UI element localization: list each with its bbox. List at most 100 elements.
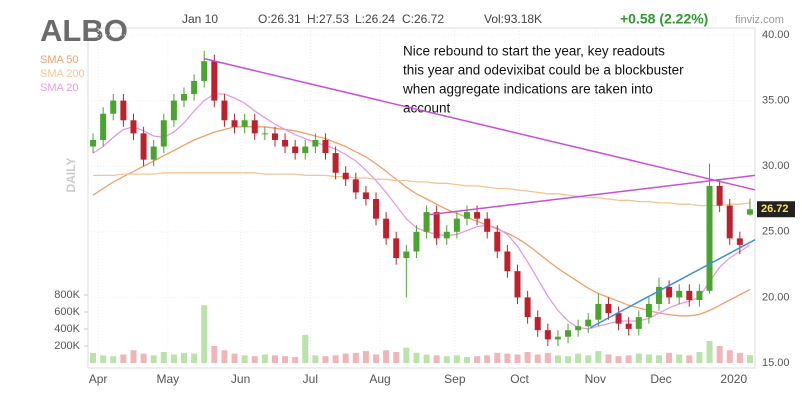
volume-bar — [746, 355, 753, 363]
x-tick-label: Sep — [444, 372, 466, 386]
candle-body — [494, 231, 501, 252]
y-tick-label: 35.00 — [762, 95, 790, 107]
candle-body — [736, 238, 743, 245]
y2-tick-label: 800K — [54, 289, 80, 301]
candle-body — [443, 231, 450, 239]
candle-body — [251, 120, 258, 134]
candle-body — [554, 336, 561, 340]
candle-body — [110, 100, 117, 114]
candle-body — [696, 290, 703, 301]
legend-entry: SMA 50 — [40, 54, 79, 66]
candle-body — [332, 153, 339, 173]
candle-body — [433, 212, 440, 239]
volume-bar — [696, 351, 703, 363]
volume-bar — [433, 355, 440, 363]
candle-body — [292, 146, 299, 154]
volume-bar — [544, 352, 551, 363]
volume-bar — [373, 354, 380, 363]
candle-body — [140, 133, 147, 160]
candle-body — [241, 120, 248, 127]
candle-body — [635, 317, 642, 329]
volume-bar — [170, 354, 177, 363]
x-tick-label: Oct — [510, 372, 529, 386]
volume-bar — [474, 356, 481, 363]
volume-bar — [282, 356, 289, 363]
candle-body — [150, 146, 157, 160]
x-tick-label: Jul — [303, 372, 318, 386]
volume-bar — [463, 357, 470, 363]
candle-body — [474, 212, 481, 219]
volume-bar — [736, 352, 743, 363]
sma-line — [92, 126, 751, 317]
volume-bar — [575, 353, 582, 363]
legend-entry: SMA 20 — [40, 82, 79, 94]
volume-bar — [302, 334, 309, 363]
volume-bar — [140, 353, 147, 363]
y-tick-label: 40.00 — [762, 29, 790, 41]
x-tick-label: Jun — [231, 372, 250, 386]
candle-body — [403, 251, 410, 259]
y-tick-label: 25.00 — [762, 226, 790, 238]
header-change: +0.58 (2.22%) — [620, 11, 708, 27]
candle-body — [90, 139, 97, 147]
candle-body — [130, 120, 137, 134]
volume-bar — [494, 352, 501, 363]
volume-bar — [271, 355, 278, 363]
candle-body — [575, 326, 582, 331]
volume-bar — [443, 356, 450, 363]
volume-bar — [484, 355, 491, 363]
sma-line — [93, 172, 750, 207]
source: finviz.com — [735, 14, 784, 26]
candle-body — [625, 323, 632, 329]
volume-bar — [605, 354, 612, 363]
volume-bar — [635, 353, 642, 363]
candle-body — [544, 330, 551, 340]
candle-body — [645, 303, 652, 318]
volume-bar — [645, 354, 652, 363]
volume-bar — [565, 356, 572, 363]
candle-body — [716, 185, 723, 206]
candle-body — [282, 139, 289, 147]
last-price-box — [757, 201, 795, 218]
volume-bar — [554, 355, 561, 363]
volume-bar — [534, 354, 541, 363]
volume-bar — [514, 354, 521, 363]
volume-bar — [453, 355, 460, 363]
x-tick-label: Dec — [650, 372, 671, 386]
volume-bar — [524, 351, 531, 363]
volume-bar — [231, 353, 238, 363]
candle-body — [221, 100, 228, 121]
volume-bar — [312, 355, 319, 363]
header-date: Jan 10 — [182, 12, 218, 26]
annotation: Nice rebound to start the year, key read… — [402, 44, 684, 116]
volume-bar — [211, 346, 218, 363]
candle-body — [746, 209, 753, 215]
candle-body — [181, 94, 188, 101]
volume-bar — [655, 355, 662, 363]
candle-body — [615, 313, 622, 324]
candle-body — [463, 212, 470, 219]
volume-bar — [403, 347, 410, 363]
candle-body — [706, 185, 713, 291]
volume-bar — [676, 354, 683, 363]
candle-body — [201, 61, 208, 81]
candle-body — [170, 100, 177, 121]
volume-bar — [261, 354, 268, 363]
y-tick-label: 20.00 — [762, 291, 790, 303]
legend-entry: SMA 200 — [40, 68, 85, 80]
volume-bar — [332, 355, 339, 363]
trend-line — [204, 57, 756, 191]
candle-body — [666, 286, 673, 298]
candle-body — [413, 231, 420, 252]
trend-line — [589, 239, 756, 329]
candle-body — [322, 139, 329, 154]
volume-bar — [130, 350, 137, 363]
candle-body — [100, 113, 107, 140]
candle-body — [534, 317, 541, 331]
volume-bar — [383, 350, 390, 363]
candle-body — [514, 271, 521, 298]
candle-body — [585, 319, 592, 327]
volume-bar — [100, 355, 107, 363]
volume-bar — [191, 353, 198, 363]
candle-body — [231, 120, 238, 127]
